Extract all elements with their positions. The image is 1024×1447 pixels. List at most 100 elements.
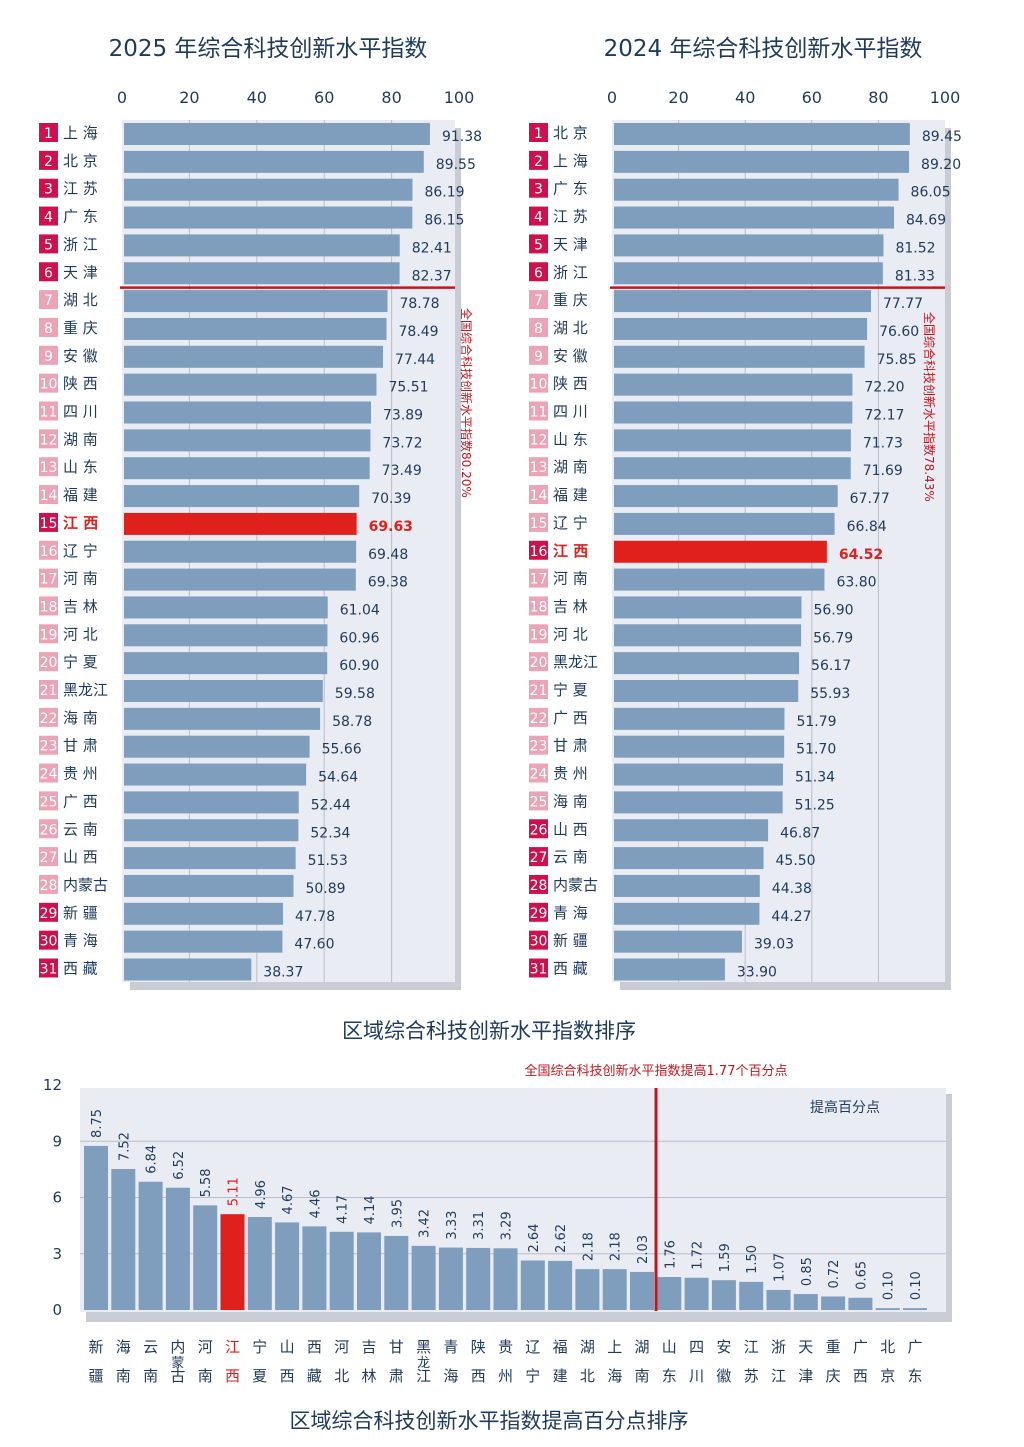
chart-2024-rank-number: 21 <box>530 683 548 699</box>
chart-2024-rank-badge <box>529 262 548 282</box>
chart-2024-rank-number: 17 <box>530 572 548 588</box>
chart-increase-bar <box>657 1277 682 1310</box>
chart-2025-value-label: 69.63 <box>369 519 413 535</box>
chart-2024-category-label: 甘 肃 <box>553 737 588 755</box>
chart-increase-category-bottom: 东 <box>662 1367 677 1385</box>
chart-2025-rank-badge <box>39 373 58 393</box>
chart-2025-value-label: 59.58 <box>335 686 375 702</box>
chart-2025-category-label: 宁 夏 <box>63 653 98 671</box>
chart-2025-rank-badge <box>39 401 58 421</box>
chart-2024-rank-badge <box>529 624 548 644</box>
chart-2024-rank-number: 16 <box>530 544 548 560</box>
chart-increase-value-label: 1.07 <box>773 1253 788 1282</box>
chart-2025-rank-badge <box>39 234 58 254</box>
chart-2024-bar <box>614 457 851 480</box>
chart-increase-value-label: 3.29 <box>500 1211 515 1240</box>
chart-increase-bar <box>138 1181 163 1310</box>
chart-increase-category-bottom: 北 <box>580 1367 595 1385</box>
chart-2025-bar <box>124 930 283 953</box>
chart-2024-category-label: 新 疆 <box>553 932 588 950</box>
chart-increase-ytick: 0 <box>52 1301 62 1319</box>
chart-2024-value-label: 76.60 <box>879 324 919 340</box>
chart-increase-value-label: 4.14 <box>363 1195 378 1224</box>
chart-increase-value-label: 1.76 <box>663 1240 678 1269</box>
chart-2025-rank-number: 4 <box>44 210 53 226</box>
chart-2024-rank-badge <box>529 206 548 226</box>
chart-increase-category-top: 湖 <box>634 1338 649 1356</box>
chart-2025-rank-badge <box>39 485 58 505</box>
chart-2025-bar <box>124 540 357 563</box>
chart-2024-rank-number: 2 <box>534 154 543 170</box>
chart-2025-category-label: 山 东 <box>63 458 98 476</box>
chart-2024-rank-badge <box>529 568 548 588</box>
chart-2025-rank-number: 7 <box>44 293 53 309</box>
chart-2024-rank-number: 20 <box>530 655 548 671</box>
chart-2025-value-label: 73.49 <box>382 463 422 479</box>
chart-increase-category-top: 四 <box>689 1338 704 1356</box>
chart-2025-category-label: 四 川 <box>63 403 98 421</box>
chart-increase-ytick: 3 <box>52 1245 62 1263</box>
chart-increase-category-top: 云 <box>143 1338 158 1356</box>
chart-increase-value-label: 5.11 <box>227 1177 242 1206</box>
chart-2024-rank-badge <box>529 819 548 839</box>
chart-2024-value-label: 72.20 <box>864 380 904 396</box>
chart-2024-category-label: 湖 南 <box>553 458 588 476</box>
chart-2025-title: 2025 年综合科技创新水平指数 <box>109 36 428 62</box>
chart-2025-category-label: 海 南 <box>63 709 98 727</box>
chart-increase-category-bottom: 宁 <box>525 1367 540 1385</box>
chart-2025-rank-number: 24 <box>40 767 58 783</box>
chart-2024-value-label: 46.87 <box>780 825 820 841</box>
chart-2024-value-label: 51.34 <box>795 770 835 786</box>
chart-increase-bar <box>520 1260 545 1310</box>
chart-2024-rank-badge <box>529 429 548 449</box>
chart-2025-value-label: 58.78 <box>332 714 372 730</box>
chart-2025-category-label: 河 北 <box>63 625 98 643</box>
chart-increase-value-label: 1.50 <box>745 1245 760 1274</box>
chart-2025-category-label: 北 京 <box>63 152 98 170</box>
chart-2024-bar <box>614 317 868 340</box>
chart-2024-rank-badge <box>529 930 548 950</box>
chart-2025-category-label: 青 海 <box>63 932 98 950</box>
chart-increase-category-bottom: 建 <box>553 1367 568 1385</box>
chart-2024-xtick: 40 <box>735 88 755 107</box>
chart-increase-bar <box>711 1280 736 1310</box>
chart-2025-category-label: 湖 北 <box>63 291 98 309</box>
chart-2024-value-label: 56.90 <box>813 602 853 618</box>
chart-increase-bar <box>165 1187 190 1310</box>
chart-2025-category-label: 陕 西 <box>63 375 98 393</box>
chart-2024-rank-badge <box>529 847 548 867</box>
chart-2025-rank-number: 16 <box>40 544 58 560</box>
chart-increase-category-top: 甘 <box>389 1338 404 1356</box>
chart-2025-category-label: 江 苏 <box>63 180 98 198</box>
chart-2025-bar <box>124 150 424 173</box>
chart-2025-bar <box>124 290 388 313</box>
chart-2024-rank-number: 9 <box>534 349 543 365</box>
chart-increase-value-label: 2.03 <box>636 1235 651 1264</box>
chart-2024-category-label: 山 东 <box>553 430 588 448</box>
chart-2025-rank-badge <box>39 847 58 867</box>
chart-increase-ytick: 6 <box>52 1189 62 1207</box>
chart-2024-rank-number: 25 <box>530 794 548 810</box>
chart-increase-bar <box>903 1308 927 1310</box>
chart-increase-value-label: 0.10 <box>882 1271 897 1300</box>
chart-increase-category-bottom: 西 <box>225 1367 240 1385</box>
chart-2024-bar <box>614 485 838 508</box>
chart-2024-value-label: 89.20 <box>921 157 961 173</box>
chart-increase-category-top: 新 <box>88 1338 103 1356</box>
chart-increase-bar <box>84 1145 108 1310</box>
chart-2025-category-label: 上 海 <box>63 124 98 142</box>
chart-2024-rank-badge <box>529 902 548 922</box>
chart-2025-category-label: 黑龙江 <box>63 681 108 699</box>
chart-2024-category-label: 山 西 <box>553 820 588 838</box>
chart-increase-category-top: 黑 <box>416 1338 431 1356</box>
chart-increase-category-bottom: 疆 <box>88 1367 103 1385</box>
chart-2024-rank-badge <box>529 512 548 532</box>
chart-2025-value-label: 47.60 <box>294 937 334 953</box>
chart-2025-category-label: 福 建 <box>63 486 98 504</box>
chart-2025-category-label: 天 津 <box>63 263 98 281</box>
chart-2025-category-label: 浙 江 <box>63 235 98 253</box>
chart-2025-rank-number: 30 <box>40 934 58 950</box>
chart-2025-rank-number: 29 <box>40 906 58 922</box>
chart-increase-value-label: 6.84 <box>145 1145 160 1174</box>
chart-increase-category-top: 上 <box>607 1338 622 1356</box>
